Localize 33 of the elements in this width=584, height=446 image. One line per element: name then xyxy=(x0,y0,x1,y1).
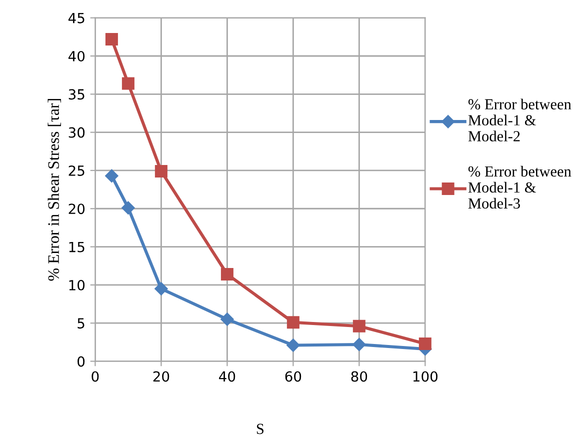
point xyxy=(286,316,300,329)
point xyxy=(418,337,432,350)
x-tick-label: 0 xyxy=(92,371,99,382)
y-tick-label: 10 xyxy=(69,280,85,290)
x-tick-label: 100 xyxy=(413,371,438,382)
x-tick-label: 60 xyxy=(285,371,302,382)
y-tick-label: 35 xyxy=(68,89,84,100)
y-tick-label: 0 xyxy=(78,356,85,367)
y-tick-label: 15 xyxy=(69,242,84,252)
point xyxy=(105,32,118,46)
point xyxy=(220,312,234,326)
x-tick-label: 80 xyxy=(351,371,368,382)
point xyxy=(105,169,118,182)
point xyxy=(286,338,300,352)
legend-label: % Error between Model-1 & Model-3 xyxy=(468,166,572,209)
x-axis-title: S xyxy=(256,424,264,434)
y-tick-label: 25 xyxy=(68,165,84,176)
point xyxy=(352,338,366,352)
x-tick-label: 40 xyxy=(219,371,236,382)
point xyxy=(122,201,135,214)
x-tick-label: 20 xyxy=(153,371,170,382)
point xyxy=(220,268,234,281)
point xyxy=(154,164,168,178)
point xyxy=(122,77,134,90)
y-tick-label: 45 xyxy=(68,12,84,24)
point xyxy=(154,282,168,296)
legend-label: % Error between Model-1 & Model-2 xyxy=(468,98,572,142)
point xyxy=(352,320,366,332)
y-axis-title: % Error in Shear Stress [τar] xyxy=(48,99,61,281)
y-tick-label: 5 xyxy=(78,318,84,329)
y-tick-label: 40 xyxy=(68,50,85,62)
y-tick-label: 30 xyxy=(68,127,85,138)
y-tick-label: 20 xyxy=(68,204,85,214)
